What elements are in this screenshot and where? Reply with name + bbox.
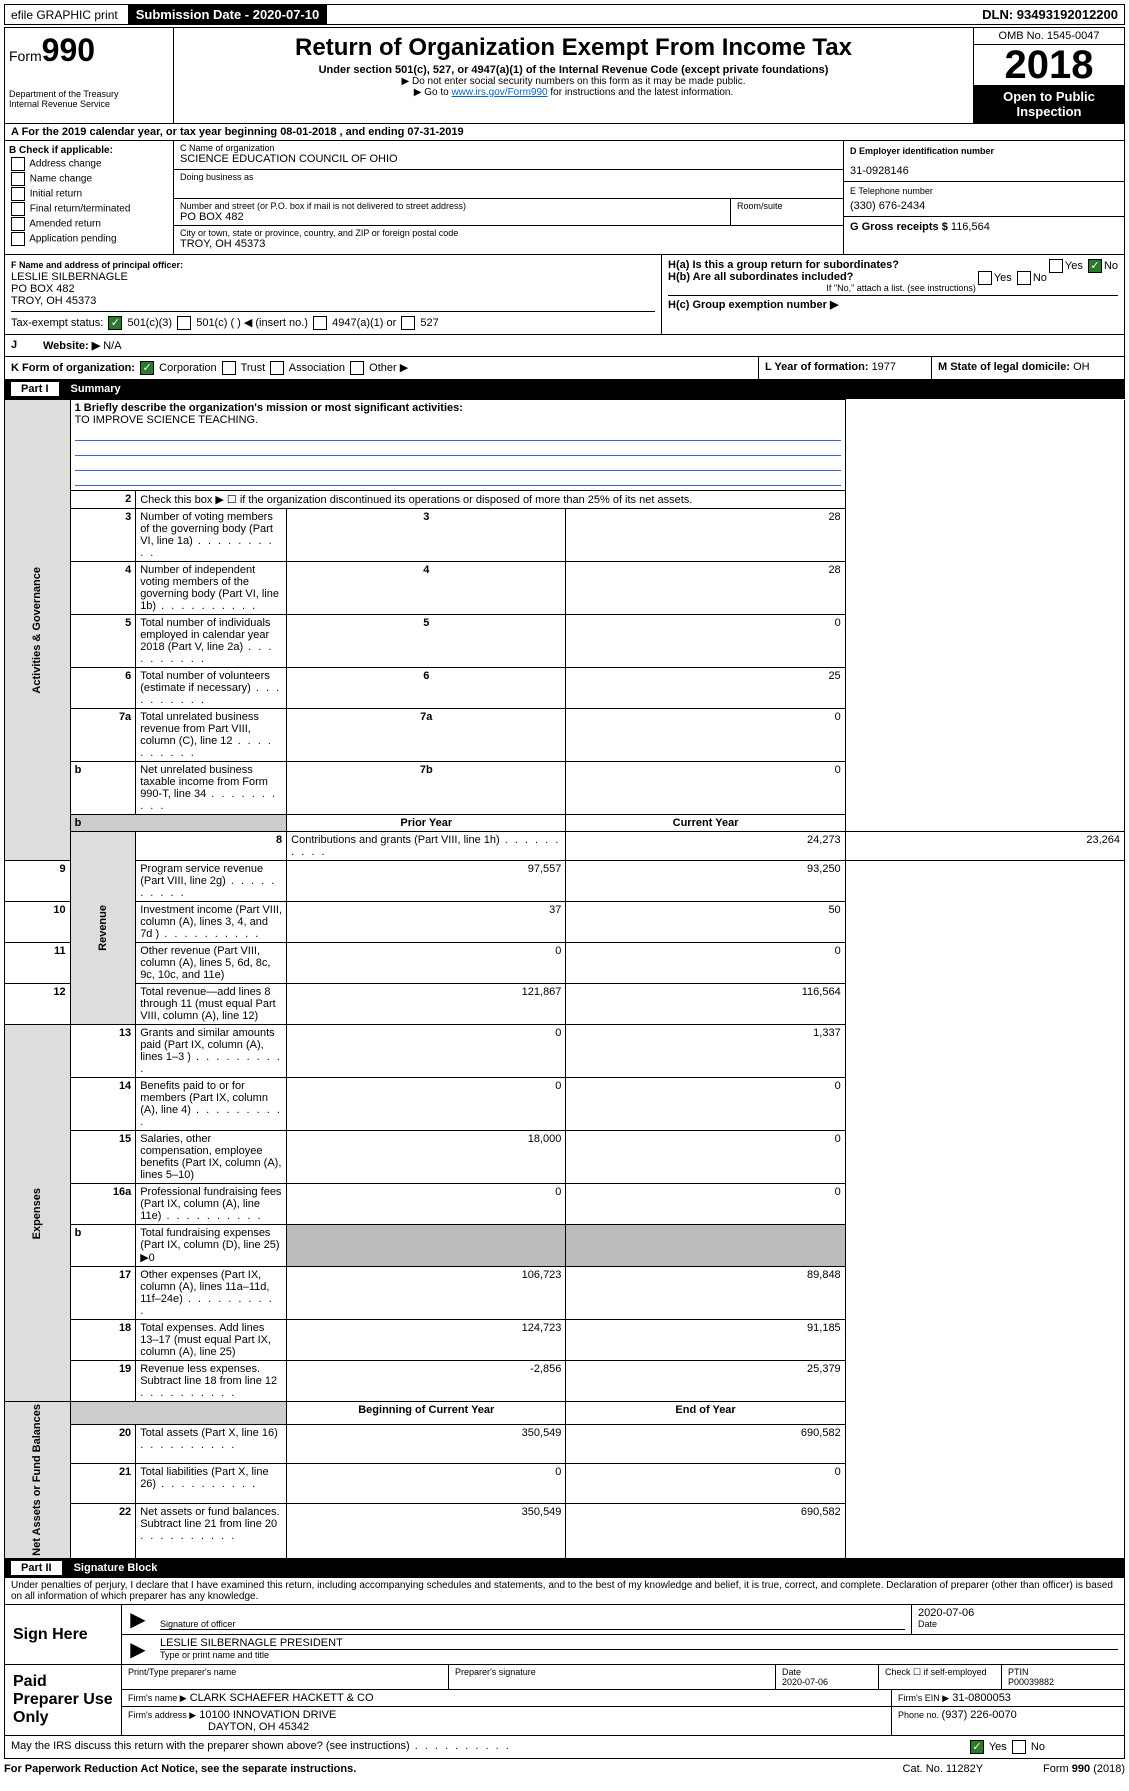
arrow-icon: ▶: [122, 1605, 154, 1634]
note-ssn: ▶ Do not enter social security numbers o…: [178, 76, 969, 87]
arrow-icon: ▶: [122, 1635, 154, 1664]
form-ref: Form 990 (2018): [1043, 1763, 1125, 1775]
state-domicile: OH: [1073, 361, 1090, 373]
gross-label: G Gross receipts $: [850, 221, 951, 233]
check-pending[interactable]: Application pending: [9, 232, 169, 246]
check-name[interactable]: Name change: [9, 172, 169, 186]
irs-label: Internal Revenue Service: [9, 99, 169, 109]
phone-value: (330) 676-2434: [850, 200, 1118, 212]
check-discuss-yes[interactable]: [970, 1740, 984, 1754]
row-a-period: A For the 2019 calendar year, or tax yea…: [4, 124, 1125, 141]
check-initial[interactable]: Initial return: [9, 187, 169, 201]
website-value: N/A: [103, 340, 121, 352]
firm-name: CLARK SCHAEFER HACKETT & CO: [190, 1692, 374, 1704]
mission-text: TO IMPROVE SCIENCE TEACHING.: [75, 414, 259, 426]
firm-addr2: DAYTON, OH 45342: [208, 1721, 309, 1733]
check-ha-no[interactable]: [1088, 259, 1102, 273]
paperwork-notice: For Paperwork Reduction Act Notice, see …: [4, 1763, 356, 1775]
phone-label: E Telephone number: [850, 186, 1118, 196]
open-inspection: Open to Public Inspection: [974, 85, 1124, 123]
firm-phone: (937) 226-0070: [942, 1709, 1017, 1721]
check-final[interactable]: Final return/terminated: [9, 202, 169, 216]
section-bcd: B Check if applicable: Address change Na…: [4, 141, 1125, 255]
officer-label: F Name and address of principal officer:: [11, 260, 183, 270]
officer-addr2: TROY, OH 45373: [11, 295, 655, 307]
efile-label[interactable]: efile GRAPHIC print: [5, 6, 124, 24]
hc-label: H(c) Group exemption number ▶: [668, 295, 1118, 311]
summary-table: Activities & Governance 1 Briefly descri…: [4, 399, 1125, 1559]
vert-expenses: Expenses: [31, 1188, 43, 1239]
city-label: City or town, state or province, country…: [180, 228, 837, 238]
room-label: Room/suite: [731, 199, 843, 225]
note-link: ▶ Go to www.irs.gov/Form990 for instruct…: [178, 87, 969, 98]
instructions-link[interactable]: www.irs.gov/Form990: [451, 87, 547, 98]
dept-label: Department of the Treasury: [9, 89, 169, 99]
org-name-label: C Name of organization: [180, 143, 837, 153]
ein-value: 31-0928146: [850, 165, 1118, 177]
part2-header: Part II Signature Block: [4, 1559, 1125, 1578]
officer-print-name: LESLIE SILBERNAGLE PRESIDENT: [160, 1637, 1118, 1650]
form-header: Form990 Department of the Treasury Inter…: [4, 27, 1125, 124]
check-amended[interactable]: Amended return: [9, 217, 169, 231]
firm-ein: 31-0800053: [952, 1692, 1011, 1704]
org-city: TROY, OH 45373: [180, 238, 837, 250]
vert-net: Net Assets or Fund Balances: [31, 1404, 43, 1556]
check-address[interactable]: Address change: [9, 157, 169, 171]
gross-value: 116,564: [951, 221, 990, 233]
check-527[interactable]: [401, 316, 415, 330]
footer: For Paperwork Reduction Act Notice, see …: [4, 1759, 1125, 1779]
hb-note: If "No," attach a list. (see instruction…: [668, 283, 1118, 293]
officer-addr1: PO BOX 482: [11, 283, 655, 295]
sign-here-section: Sign Here ▶ Signature of officer 2020-07…: [4, 1605, 1125, 1665]
paid-preparer-label: Paid Preparer Use Only: [5, 1665, 122, 1735]
form-title: Return of Organization Exempt From Incom…: [178, 34, 969, 62]
paid-preparer-section: Paid Preparer Use Only Print/Type prepar…: [4, 1665, 1125, 1736]
form-number: Form990: [9, 32, 169, 69]
sign-date: 2020-07-06: [918, 1607, 1118, 1619]
addr-label: Number and street (or P.O. box if mail i…: [180, 201, 724, 211]
row-k: K Form of organization: Corporation Trus…: [4, 357, 1125, 380]
sign-here-label: Sign Here: [5, 1605, 122, 1664]
ha-label: H(a) Is this a group return for subordin…: [668, 259, 1118, 271]
tax-exempt-label: Tax-exempt status:: [11, 317, 103, 329]
section-fh: F Name and address of principal officer:…: [4, 255, 1125, 335]
check-501c[interactable]: [177, 316, 191, 330]
tax-year: 2018: [974, 45, 1124, 85]
officer-name: LESLIE SILBERNAGLE: [11, 271, 655, 283]
form-subtitle: Under section 501(c), 527, or 4947(a)(1)…: [178, 64, 969, 76]
ein-label: D Employer identification number: [850, 146, 994, 156]
vert-governance: Activities & Governance: [31, 567, 43, 694]
check-corp[interactable]: [140, 361, 154, 375]
col-b-title: B Check if applicable:: [9, 145, 113, 156]
name-label: Type or print name and title: [160, 1650, 1118, 1660]
date-label: Date: [918, 1619, 1118, 1629]
org-name: SCIENCE EDUCATION COUNCIL OF OHIO: [180, 153, 837, 165]
org-address: PO BOX 482: [180, 211, 724, 223]
check-4947[interactable]: [313, 316, 327, 330]
year-formation: 1977: [872, 361, 896, 373]
part1-header: Part I Summary: [4, 380, 1125, 399]
sig-label: Signature of officer: [160, 1619, 905, 1630]
ptin-value: P00039882: [1008, 1677, 1054, 1687]
dba-label: Doing business as: [180, 172, 837, 182]
perjury-text: Under penalties of perjury, I declare th…: [4, 1578, 1125, 1605]
prep-date: 2020-07-06: [782, 1677, 828, 1687]
cat-no: Cat. No. 11282Y: [903, 1763, 984, 1775]
dln: DLN: 93493192012200: [976, 5, 1124, 24]
top-bar: efile GRAPHIC print Submission Date - 20…: [4, 4, 1125, 25]
check-501c3[interactable]: [108, 316, 122, 330]
submission-date: Submission Date - 2020-07-10: [128, 5, 328, 24]
firm-addr1: 10100 INNOVATION DRIVE: [199, 1709, 336, 1721]
vert-revenue: Revenue: [97, 905, 109, 951]
discuss-row: May the IRS discuss this return with the…: [4, 1736, 1125, 1759]
mission-label: 1 Briefly describe the organization's mi…: [75, 402, 463, 414]
row-j: J Website: ▶ N/A: [4, 335, 1125, 357]
